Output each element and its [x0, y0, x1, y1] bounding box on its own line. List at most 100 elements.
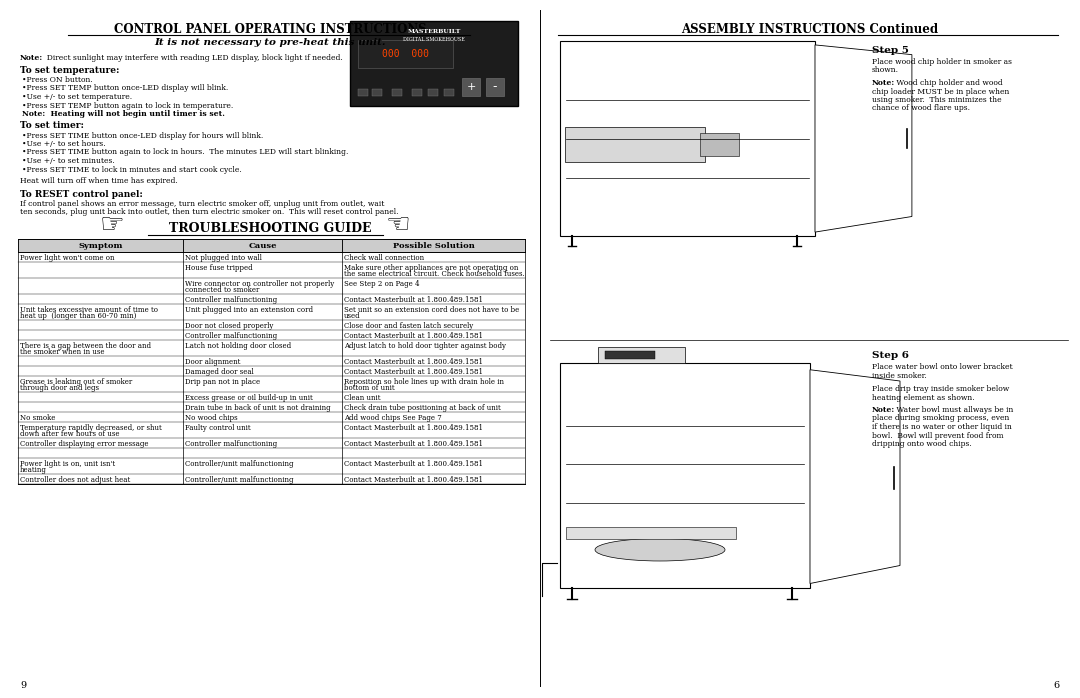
Text: To set timer:: To set timer:: [21, 121, 84, 131]
Text: Not plugged into wall: Not plugged into wall: [185, 254, 261, 262]
Bar: [18, 239, 525, 252]
Text: Wire connector on controller not properly: Wire connector on controller not properl…: [185, 280, 334, 288]
Text: Excess grease or oil build-up in unit: Excess grease or oil build-up in unit: [185, 394, 313, 402]
Bar: [700, 133, 739, 156]
Text: ASSEMBLY INSTRUCTIONS Continued: ASSEMBLY INSTRUCTIONS Continued: [681, 23, 939, 36]
Text: heat up  (longer than 60-70 min): heat up (longer than 60-70 min): [21, 313, 136, 320]
Bar: [357, 40, 453, 68]
Text: Water bowl must allways be in: Water bowl must allways be in: [894, 406, 1013, 414]
Bar: [350, 21, 518, 106]
Text: •Press SET TIME button again to lock in hours.  The minutes LED will start blink: •Press SET TIME button again to lock in …: [22, 149, 349, 156]
Text: used: used: [345, 313, 361, 320]
Text: Note:: Note:: [872, 406, 895, 414]
Polygon shape: [810, 370, 900, 584]
Text: place during smoking process, even: place during smoking process, even: [872, 415, 1010, 422]
Text: Place water bowl onto lower bracket: Place water bowl onto lower bracket: [872, 363, 1013, 371]
Text: Unit plugged into an extension cord: Unit plugged into an extension cord: [185, 306, 313, 314]
Text: Direct sunlight may interfere with reading LED display, block light if needed.: Direct sunlight may interfere with readi…: [42, 54, 342, 62]
Text: Latch not holding door closed: Latch not holding door closed: [185, 342, 292, 350]
Text: Contact Masterbuilt at 1.800.489.1581: Contact Masterbuilt at 1.800.489.1581: [345, 424, 483, 432]
Text: Controller/unit malfunctioning: Controller/unit malfunctioning: [185, 476, 294, 484]
Text: No wood chips: No wood chips: [185, 414, 238, 422]
Text: if there is no water or other liquid in: if there is no water or other liquid in: [872, 423, 1012, 431]
Text: •Use +/- to set temperature.: •Use +/- to set temperature.: [22, 93, 132, 101]
Text: bottom of unit: bottom of unit: [345, 385, 394, 392]
Text: •Use +/- to set minutes.: •Use +/- to set minutes.: [22, 157, 114, 165]
Text: Clean unit: Clean unit: [345, 394, 380, 402]
Text: Door not closed properly: Door not closed properly: [185, 322, 273, 330]
Text: CONTROL PANEL OPERATING INSTRUCTIONS: CONTROL PANEL OPERATING INSTRUCTIONS: [113, 23, 427, 36]
Bar: [565, 127, 705, 162]
Text: Contact Masterbuilt at 1.800.489.1581: Contact Masterbuilt at 1.800.489.1581: [345, 332, 483, 340]
Bar: [561, 41, 815, 236]
Text: There is a gap between the door and: There is a gap between the door and: [21, 342, 151, 350]
Text: Power light is on, unit isn't: Power light is on, unit isn't: [21, 460, 116, 468]
Text: •Press SET TIME to lock in minutes and start cook cycle.: •Press SET TIME to lock in minutes and s…: [22, 165, 242, 174]
Text: Controller does not adjust heat: Controller does not adjust heat: [21, 476, 131, 484]
Text: To RESET control panel:: To RESET control panel:: [21, 190, 143, 199]
Text: To set temperature:: To set temperature:: [21, 66, 120, 75]
Text: Check drain tube positioning at back of unit: Check drain tube positioning at back of …: [345, 404, 501, 412]
Text: ☜: ☜: [386, 211, 410, 239]
Text: Controller malfunctioning: Controller malfunctioning: [185, 440, 278, 448]
Text: Place drip tray inside smoker below: Place drip tray inside smoker below: [872, 385, 1009, 393]
Text: Contact Masterbuilt at 1.800.489.1581: Contact Masterbuilt at 1.800.489.1581: [345, 476, 483, 484]
Bar: [605, 351, 654, 359]
Text: Contact Masterbuilt at 1.800.489.1581: Contact Masterbuilt at 1.800.489.1581: [345, 296, 483, 304]
Text: Check wall connection: Check wall connection: [345, 254, 424, 262]
Text: If control panel shows an error message, turn electric smoker off, unplug unit f: If control panel shows an error message,…: [21, 200, 384, 208]
Text: Controller displaying error message: Controller displaying error message: [21, 440, 149, 448]
Bar: [392, 89, 402, 96]
Text: Drain tube in back of unit is not draining: Drain tube in back of unit is not draini…: [185, 404, 330, 412]
Text: +: +: [467, 82, 475, 92]
Text: Temperature rapidly decreased, or shut: Temperature rapidly decreased, or shut: [21, 424, 162, 432]
Text: heating element as shown.: heating element as shown.: [872, 394, 974, 401]
Polygon shape: [815, 45, 912, 232]
Text: Place wood chip holder in smoker as: Place wood chip holder in smoker as: [872, 58, 1012, 66]
Text: ☞: ☞: [99, 211, 124, 239]
Text: Drip pan not in place: Drip pan not in place: [185, 378, 260, 386]
Text: Wood chip holder and wood: Wood chip holder and wood: [894, 79, 1002, 87]
Text: Faulty control unit: Faulty control unit: [185, 424, 251, 432]
Text: Possible Solution: Possible Solution: [392, 242, 474, 249]
Text: inside smoker.: inside smoker.: [872, 371, 927, 380]
Text: Note:: Note:: [21, 54, 43, 62]
Text: MASTERBUILT: MASTERBUILT: [407, 29, 461, 34]
Text: connected to smoker: connected to smoker: [185, 286, 259, 295]
Text: Close door and fasten latch securely: Close door and fasten latch securely: [345, 322, 473, 330]
Text: •Press SET TIME button once-LED display for hours will blink.: •Press SET TIME button once-LED display …: [22, 131, 264, 140]
Text: bowl.  Bowl will prevent food from: bowl. Bowl will prevent food from: [872, 431, 1003, 440]
Text: Controller/unit malfunctioning: Controller/unit malfunctioning: [185, 460, 294, 468]
Text: the same electrical circuit. Check household fuses.: the same electrical circuit. Check house…: [345, 271, 525, 279]
Text: •Use +/- to set hours.: •Use +/- to set hours.: [22, 140, 106, 148]
Text: Unit takes excessive amount of time to: Unit takes excessive amount of time to: [21, 306, 158, 314]
Text: Cause: Cause: [248, 242, 276, 249]
Text: Make sure other appliances are not operating on: Make sure other appliances are not opera…: [345, 264, 518, 272]
Text: No smoke: No smoke: [21, 414, 55, 422]
Text: ten seconds, plug unit back into outlet, then turn electric smoker on.  This wil: ten seconds, plug unit back into outlet,…: [21, 209, 399, 216]
Text: using smoker.  This minimizes the: using smoker. This minimizes the: [872, 96, 1001, 104]
Text: the smoker when in use: the smoker when in use: [21, 348, 105, 357]
Text: Set unit so an extension cord does not have to be: Set unit so an extension cord does not h…: [345, 306, 519, 314]
Text: Reposition so hole lines up with drain hole in: Reposition so hole lines up with drain h…: [345, 378, 504, 386]
Bar: [486, 78, 504, 96]
Ellipse shape: [595, 538, 725, 561]
Bar: [428, 89, 438, 96]
Text: Controller malfunctioning: Controller malfunctioning: [185, 296, 278, 304]
Text: Heat will turn off when time has expired.: Heat will turn off when time has expired…: [21, 177, 178, 185]
Text: Contact Masterbuilt at 1.800.489.1581: Contact Masterbuilt at 1.800.489.1581: [345, 440, 483, 448]
Text: TROUBLESHOOTING GUIDE: TROUBLESHOOTING GUIDE: [168, 222, 372, 235]
Bar: [372, 89, 382, 96]
Text: Contact Masterbuilt at 1.800.489.1581: Contact Masterbuilt at 1.800.489.1581: [345, 358, 483, 366]
Text: 9: 9: [21, 681, 26, 690]
Text: shown.: shown.: [872, 66, 899, 75]
Text: chip loader MUST be in place when: chip loader MUST be in place when: [872, 87, 1010, 96]
Text: 000  000: 000 000: [381, 49, 429, 59]
Bar: [462, 78, 480, 96]
Text: Power light won't come on: Power light won't come on: [21, 254, 114, 262]
Text: Add wood chips See Page 7: Add wood chips See Page 7: [345, 414, 442, 422]
Text: Damaged door seal: Damaged door seal: [185, 368, 254, 376]
Text: Symptom: Symptom: [78, 242, 123, 249]
Text: •Press ON button.: •Press ON button.: [22, 76, 93, 84]
Bar: [597, 347, 685, 363]
